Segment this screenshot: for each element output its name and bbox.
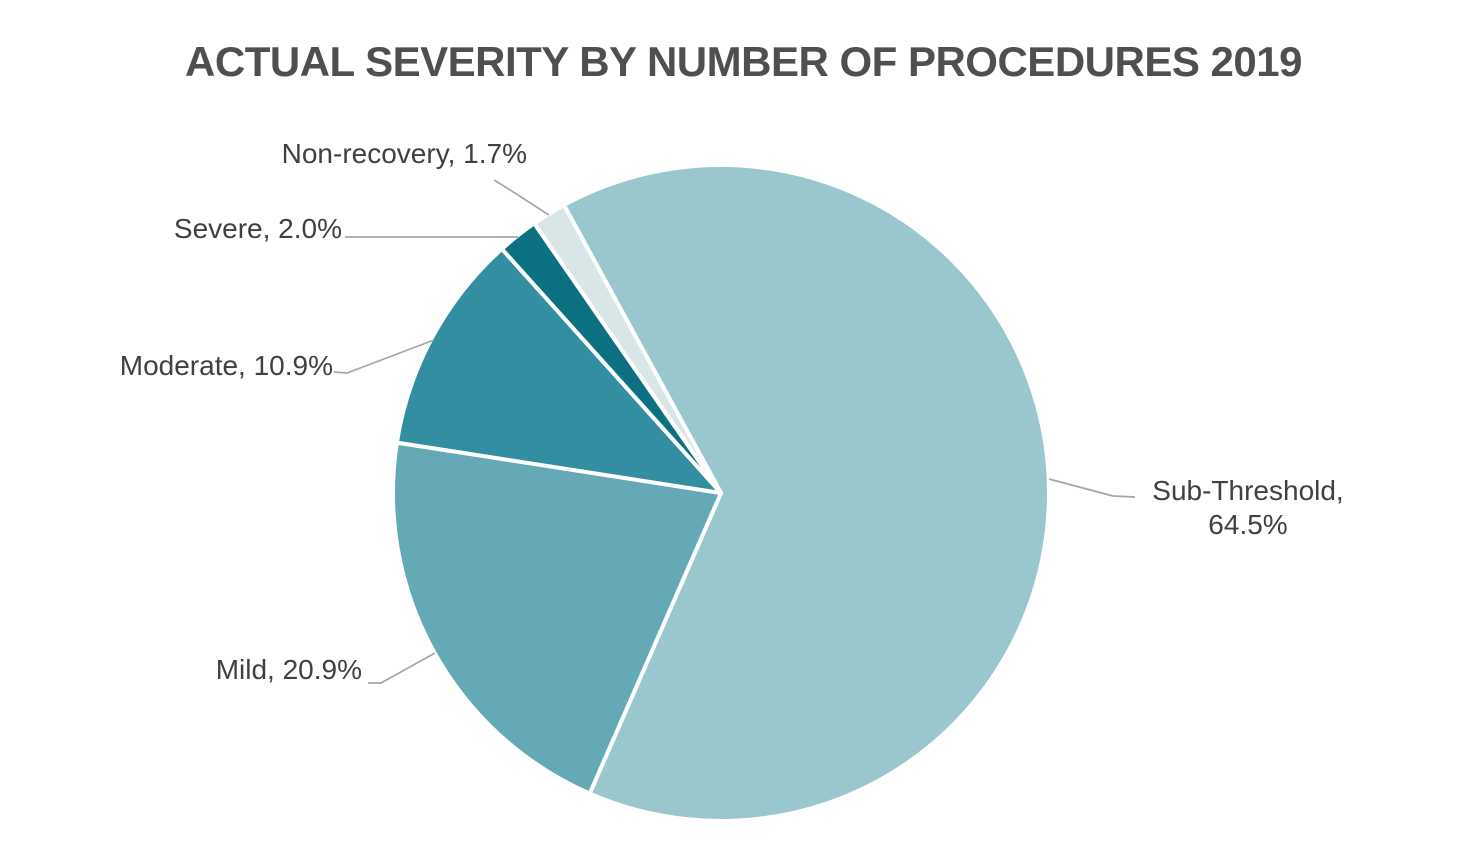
pie-slice-mild (391, 440, 723, 796)
pie-slice-sub-threshold (561, 163, 1051, 823)
data-label-mild: Mild, 20.9% (215, 654, 362, 685)
leader-line-sub-threshold (1048, 478, 1136, 498)
data-label-non-recovery: Non-recovery, 1.7% (281, 138, 527, 169)
data-label-sub-threshold: Sub-Threshold, 64.5% (1152, 475, 1344, 540)
chart-title: ACTUAL SEVERITY BY NUMBER OF PROCEDURES … (185, 38, 1302, 85)
data-label-severe: Severe, 2.0% (173, 213, 342, 244)
pie-slice-moderate (394, 246, 723, 495)
leader-line-moderate (333, 339, 435, 374)
data-label-moderate: Moderate, 10.9% (119, 350, 333, 381)
pie-slices (391, 163, 1051, 823)
leader-line-mild (368, 652, 436, 684)
leader-line-non-recovery (493, 179, 550, 216)
leader-lines (333, 179, 1136, 684)
pie-slice-non-recovery (532, 203, 723, 495)
